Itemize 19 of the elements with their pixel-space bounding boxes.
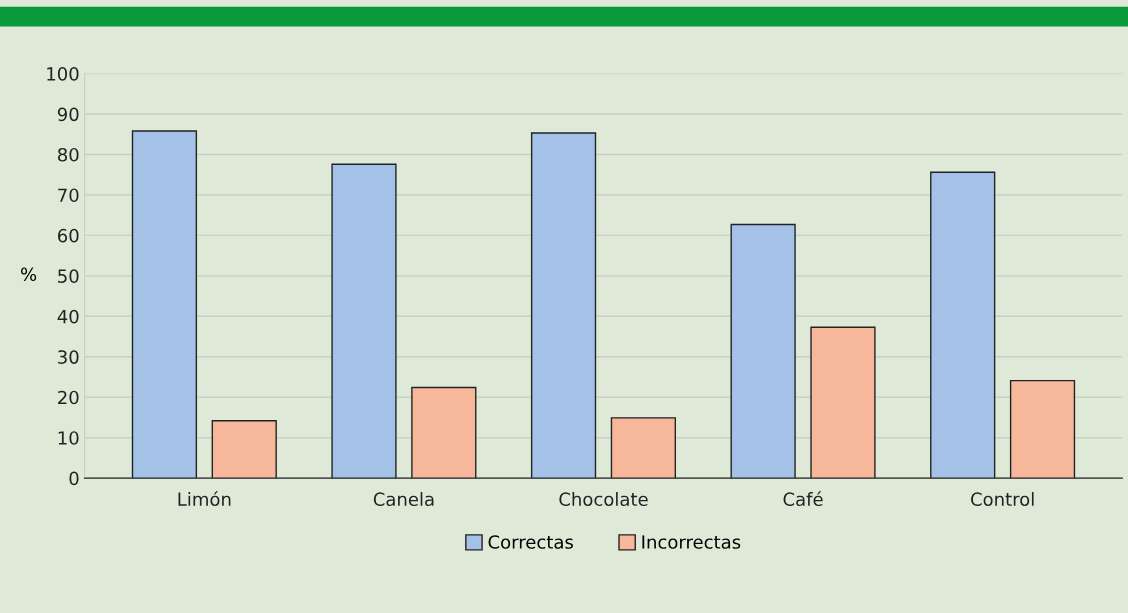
y-axis-title: % — [21, 267, 37, 282]
y-tick-label: 100 — [47, 67, 79, 81]
y-tick-label: 50 — [58, 269, 79, 283]
y-tick-label: 0 — [69, 471, 79, 486]
x-tick-label: Chocolate — [559, 492, 648, 507]
legend-label: Correctas — [488, 535, 573, 549]
x-tick-label: Café — [783, 491, 823, 507]
y-tick-label: 70 — [58, 188, 79, 203]
y-tick-label: 60 — [58, 228, 79, 243]
y-tick-label: 40 — [57, 309, 79, 324]
y-tick-label: 90 — [57, 107, 79, 122]
y-tick-label: 80 — [57, 147, 79, 162]
y-tick-label: 10 — [58, 431, 79, 445]
y-tick-label: 20 — [58, 390, 79, 405]
x-tick-label: Canela — [373, 492, 434, 507]
x-tick-label: Limón — [178, 491, 231, 507]
legend-label: Incorrectas — [642, 535, 741, 549]
x-tick-label: Control — [971, 492, 1034, 507]
y-tick-label: 30 — [58, 350, 79, 364]
